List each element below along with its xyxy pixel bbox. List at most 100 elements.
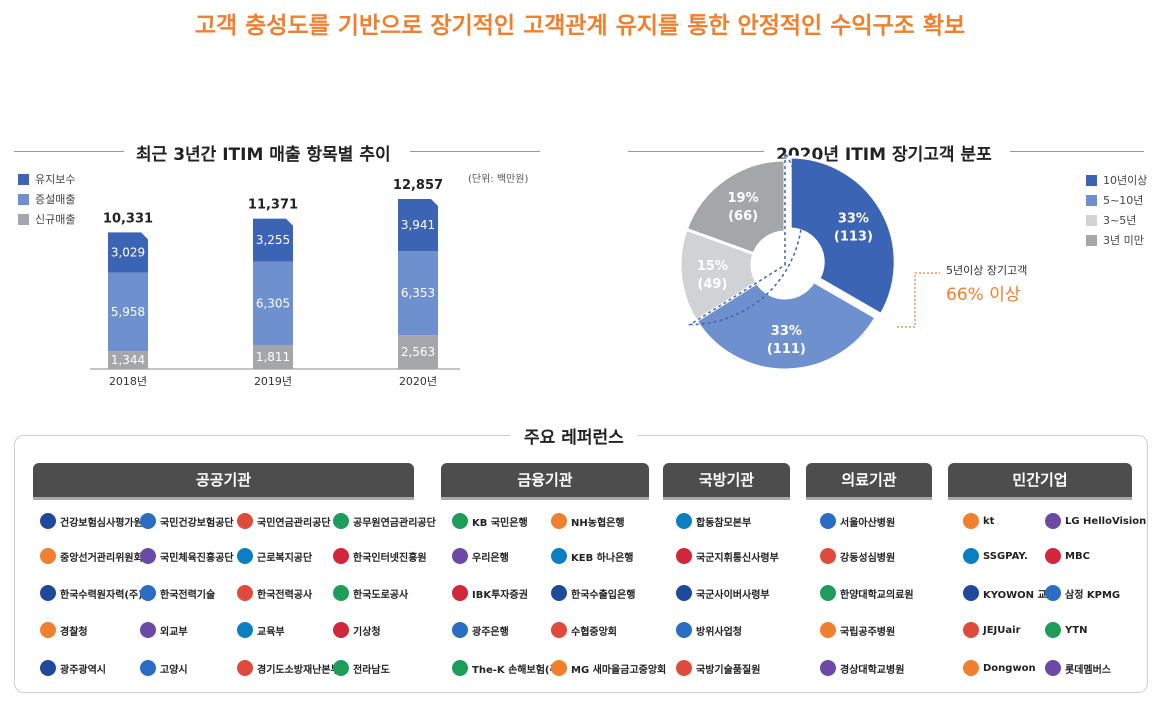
reference-logo: 한국도로공사 — [333, 585, 408, 601]
org-emblem-icon — [963, 585, 979, 601]
org-emblem-icon — [237, 513, 253, 529]
reference-logo: 근로복지공단 — [237, 548, 312, 564]
bar-segment-label: 6,305 — [256, 296, 290, 310]
org-emblem-icon — [1045, 548, 1061, 564]
bar-segment-label: 5,958 — [111, 305, 145, 319]
org-emblem-icon — [1045, 513, 1061, 529]
org-emblem-icon — [452, 585, 468, 601]
pie-slice-percent: 15% — [697, 259, 728, 274]
bar-title-rule-right — [410, 151, 540, 152]
org-emblem-icon — [820, 513, 836, 529]
x-tick-label: 2019년 — [254, 375, 292, 388]
reference-logo: 건강보험심사평가원 — [40, 513, 143, 529]
reference-logo: 한국전력공사 — [237, 585, 312, 601]
reference-logo: 국방기술품질원 — [676, 660, 760, 676]
org-name: The-K 손해보험(주) — [472, 664, 564, 676]
reference-logo: MBC — [1045, 548, 1090, 564]
org-emblem-icon — [551, 585, 567, 601]
org-emblem-icon — [963, 513, 979, 529]
legend-label: 3~5년 — [1103, 214, 1137, 227]
reference-logo: 광주광역시 — [40, 660, 106, 676]
org-emblem-icon — [1045, 660, 1061, 676]
org-emblem-icon — [140, 622, 156, 638]
bar-segment — [253, 218, 293, 262]
legend-item-under-3y: 3년 미만 — [1086, 230, 1147, 250]
org-name: 교육부 — [257, 626, 285, 638]
reference-logo: 경찰청 — [40, 622, 88, 638]
org-name: 롯데멤버스 — [1065, 664, 1111, 676]
reference-category-header: 의료기관 — [806, 463, 932, 500]
org-name: 광주광역시 — [60, 664, 106, 676]
pie-title-rule-right — [1010, 151, 1144, 152]
legend-item-5-10y: 5~10년 — [1086, 190, 1147, 210]
bar-segment-label: 6,353 — [401, 286, 435, 300]
reference-logo: 한국수출입은행 — [551, 585, 635, 601]
reference-logo: 고양시 — [140, 660, 188, 676]
reference-category-header: 민간기업 — [948, 463, 1132, 500]
bar-corner-fold — [141, 232, 148, 240]
bar-total-label: 10,331 — [103, 211, 153, 226]
org-name: 광주은행 — [472, 626, 509, 638]
reference-logo: 국립공주병원 — [820, 622, 895, 638]
x-tick-label: 2020년 — [399, 375, 437, 388]
org-name: 한국수출입은행 — [571, 589, 636, 601]
org-name: KYOWON 교원 — [983, 589, 1056, 601]
reference-logo: 공무원연금관리공단 — [333, 513, 436, 529]
reference-logo: 광주은행 — [452, 622, 509, 638]
org-emblem-icon — [676, 622, 692, 638]
reference-logo: 경상대학교병원 — [820, 660, 904, 676]
org-name: 국군사이버사령부 — [696, 589, 770, 601]
bar-total-label: 11,371 — [248, 198, 298, 213]
legend-swatch — [1086, 214, 1097, 226]
reference-logo: Dongwon — [963, 660, 1036, 676]
org-emblem-icon — [237, 585, 253, 601]
long-term-outline — [687, 150, 803, 326]
bar-corner-fold — [431, 199, 438, 206]
bar-legend: 유지보수 증설매출 신규매출 — [18, 169, 75, 229]
reference-logo: 삼정 KPMG — [1045, 585, 1120, 601]
legend-label: 5~10년 — [1103, 194, 1144, 207]
org-name: 국방기술품질원 — [696, 664, 761, 676]
org-name: SSGPAY. — [983, 550, 1028, 562]
org-emblem-icon — [333, 660, 349, 676]
org-name: 고양시 — [160, 664, 188, 676]
org-emblem-icon — [963, 622, 979, 638]
reference-category-header: 국방기관 — [663, 463, 790, 500]
reference-logo: 외교부 — [140, 622, 188, 638]
org-name: 건강보험심사평가원 — [60, 517, 143, 529]
pie-slice — [788, 155, 897, 317]
legend-swatch — [1086, 174, 1097, 186]
legend-swatch — [18, 193, 29, 205]
org-emblem-icon — [40, 548, 56, 564]
org-emblem-icon — [333, 622, 349, 638]
reference-logo: 합동참모본부 — [676, 513, 751, 529]
org-name: 한국전력공사 — [257, 589, 313, 601]
pie-legend: 10년이상 5~10년 3~5년 3년 미만 — [1086, 170, 1147, 250]
reference-logo: IBK투자증권 — [452, 585, 528, 601]
charts-canvas: 1,344 5,958 3,029 10,331 2018년 1,811 6,305 3,25… — [90, 150, 940, 388]
reference-logo: 국민체육진흥공단 — [140, 548, 234, 564]
reference-logo: 서울아산병원 — [820, 513, 895, 529]
bar-segment — [108, 351, 148, 369]
reference-logo: 국민건강보험공단 — [140, 513, 234, 529]
reference-logo: 기상청 — [333, 622, 381, 638]
pie-slice — [694, 279, 878, 372]
org-name: 수협중앙회 — [571, 626, 617, 638]
legend-swatch — [18, 213, 29, 225]
reference-logo: 방위사업청 — [676, 622, 742, 638]
org-emblem-icon — [452, 622, 468, 638]
legend-item-maintenance: 유지보수 — [18, 169, 75, 189]
bar-segment-label: 3,941 — [401, 218, 435, 232]
org-emblem-icon — [452, 660, 468, 676]
long-term-note-label: 5년이상 장기고객 — [946, 264, 1028, 277]
reference-logo: YTN — [1045, 622, 1087, 638]
org-name: 외교부 — [160, 626, 188, 638]
reference-logo: MG 새마을금고중앙회 — [551, 660, 666, 676]
org-name: 합동참모본부 — [696, 517, 752, 529]
legend-label: 10년이상 — [1103, 174, 1148, 187]
org-emblem-icon — [820, 548, 836, 564]
reference-logo: JEJUair — [963, 622, 1021, 638]
reference-category-header: 금융기관 — [441, 463, 649, 500]
bar-title-rule-left — [14, 151, 144, 152]
org-emblem-icon — [140, 548, 156, 564]
